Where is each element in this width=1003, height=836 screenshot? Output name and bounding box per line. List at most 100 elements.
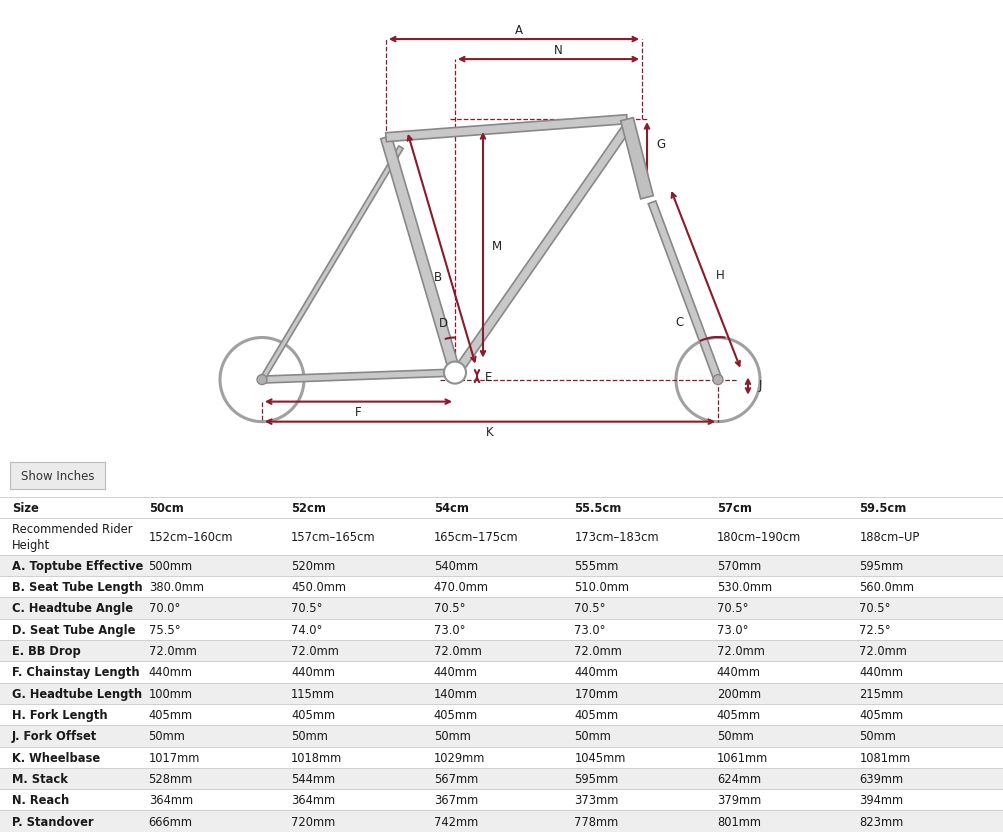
Text: C: C (675, 316, 683, 329)
Text: 364mm: 364mm (148, 793, 193, 807)
Text: M: M (491, 240, 502, 252)
Text: 624mm: 624mm (716, 772, 760, 785)
Text: 72.0mm: 72.0mm (433, 645, 481, 657)
Text: 555mm: 555mm (574, 559, 618, 572)
Text: 405mm: 405mm (433, 708, 477, 721)
Text: 364mm: 364mm (291, 793, 335, 807)
Text: 742mm: 742mm (433, 814, 477, 828)
Bar (0, 661, 1003, 683)
Text: 72.0mm: 72.0mm (574, 645, 622, 657)
Bar (0, 747, 1003, 768)
Text: 1017mm: 1017mm (148, 751, 200, 764)
Text: 50cm: 50cm (148, 502, 184, 515)
Text: 59.5cm: 59.5cm (859, 502, 906, 515)
Text: 450.0mm: 450.0mm (291, 580, 346, 594)
Text: D: D (438, 317, 447, 329)
Text: 440mm: 440mm (291, 665, 335, 679)
Text: 74.0°: 74.0° (291, 623, 322, 636)
Text: 528mm: 528mm (148, 772, 193, 785)
Text: 50mm: 50mm (716, 730, 753, 742)
Text: 57cm: 57cm (716, 502, 751, 515)
Text: K. Wheelbase: K. Wheelbase (12, 751, 100, 764)
Text: 50mm: 50mm (148, 730, 186, 742)
Text: K: K (485, 426, 493, 439)
Text: F. Chainstay Length: F. Chainstay Length (12, 665, 139, 679)
Circle shape (257, 375, 267, 385)
Text: 394mm: 394mm (859, 793, 903, 807)
Bar (0, 576, 1003, 598)
Text: 440mm: 440mm (574, 665, 618, 679)
Text: 100mm: 100mm (148, 687, 193, 700)
Text: 70.0°: 70.0° (148, 602, 180, 614)
Text: Recommended Rider
Height: Recommended Rider Height (12, 522, 132, 551)
Bar (0, 640, 1003, 661)
Text: 152cm–160cm: 152cm–160cm (148, 530, 233, 543)
Bar (0, 811, 1003, 832)
Text: 367mm: 367mm (433, 793, 477, 807)
Text: 530.0mm: 530.0mm (716, 580, 771, 594)
Text: A. Toptube Effective: A. Toptube Effective (12, 559, 143, 572)
Text: G: G (656, 138, 665, 150)
Text: 72.0mm: 72.0mm (716, 645, 764, 657)
Polygon shape (262, 370, 454, 384)
Text: 165cm–175cm: 165cm–175cm (433, 530, 518, 543)
Text: 373mm: 373mm (574, 793, 618, 807)
Text: 666mm: 666mm (148, 814, 193, 828)
Text: 567mm: 567mm (433, 772, 477, 785)
Text: J. Fork Offset: J. Fork Offset (12, 730, 97, 742)
Text: 173cm–183cm: 173cm–183cm (574, 530, 658, 543)
Text: 1061mm: 1061mm (716, 751, 767, 764)
Bar (0, 726, 1003, 747)
Text: 115mm: 115mm (291, 687, 335, 700)
Text: 70.5°: 70.5° (716, 602, 747, 614)
Text: H: H (715, 268, 723, 282)
Text: N: N (553, 43, 562, 57)
Text: 75.5°: 75.5° (148, 623, 180, 636)
Text: 405mm: 405mm (291, 708, 335, 721)
Text: 570mm: 570mm (716, 559, 760, 572)
Circle shape (443, 362, 465, 384)
Text: 1018mm: 1018mm (291, 751, 342, 764)
Text: B: B (433, 271, 441, 284)
Text: 440mm: 440mm (859, 665, 903, 679)
Text: 73.0°: 73.0° (433, 623, 464, 636)
Circle shape (712, 375, 722, 385)
Text: 70.5°: 70.5° (859, 602, 890, 614)
Text: 73.0°: 73.0° (716, 623, 747, 636)
Text: 50mm: 50mm (433, 730, 470, 742)
Text: B. Seat Tube Length: B. Seat Tube Length (12, 580, 142, 594)
Text: 55.5cm: 55.5cm (574, 502, 621, 515)
Text: 720mm: 720mm (291, 814, 335, 828)
Text: 1045mm: 1045mm (574, 751, 625, 764)
Text: 1081mm: 1081mm (859, 751, 910, 764)
Text: 188cm–UP: 188cm–UP (859, 530, 919, 543)
Text: 540mm: 540mm (433, 559, 477, 572)
Text: 72.0mm: 72.0mm (859, 645, 907, 657)
Bar (0, 497, 1003, 518)
Bar (0, 789, 1003, 811)
Polygon shape (648, 201, 721, 381)
Text: 440mm: 440mm (716, 665, 760, 679)
Text: H. Fork Length: H. Fork Length (12, 708, 107, 721)
Text: 379mm: 379mm (716, 793, 760, 807)
Text: 72.5°: 72.5° (859, 623, 890, 636)
Text: F: F (354, 405, 361, 419)
Text: 405mm: 405mm (716, 708, 760, 721)
Text: 180cm–190cm: 180cm–190cm (716, 530, 800, 543)
Text: N. Reach: N. Reach (12, 793, 69, 807)
Text: C. Headtube Angle: C. Headtube Angle (12, 602, 133, 614)
Text: E: E (484, 370, 492, 384)
Text: 801mm: 801mm (716, 814, 760, 828)
Text: 510.0mm: 510.0mm (574, 580, 629, 594)
Text: 157cm–165cm: 157cm–165cm (291, 530, 375, 543)
Text: 72.0mm: 72.0mm (291, 645, 339, 657)
Text: 50mm: 50mm (859, 730, 896, 742)
Text: 1029mm: 1029mm (433, 751, 484, 764)
Polygon shape (453, 125, 630, 374)
Text: 380.0mm: 380.0mm (148, 580, 204, 594)
Bar (0, 598, 1003, 619)
Text: 140mm: 140mm (433, 687, 477, 700)
Text: 440mm: 440mm (148, 665, 193, 679)
Polygon shape (260, 147, 403, 381)
Text: 544mm: 544mm (291, 772, 335, 785)
